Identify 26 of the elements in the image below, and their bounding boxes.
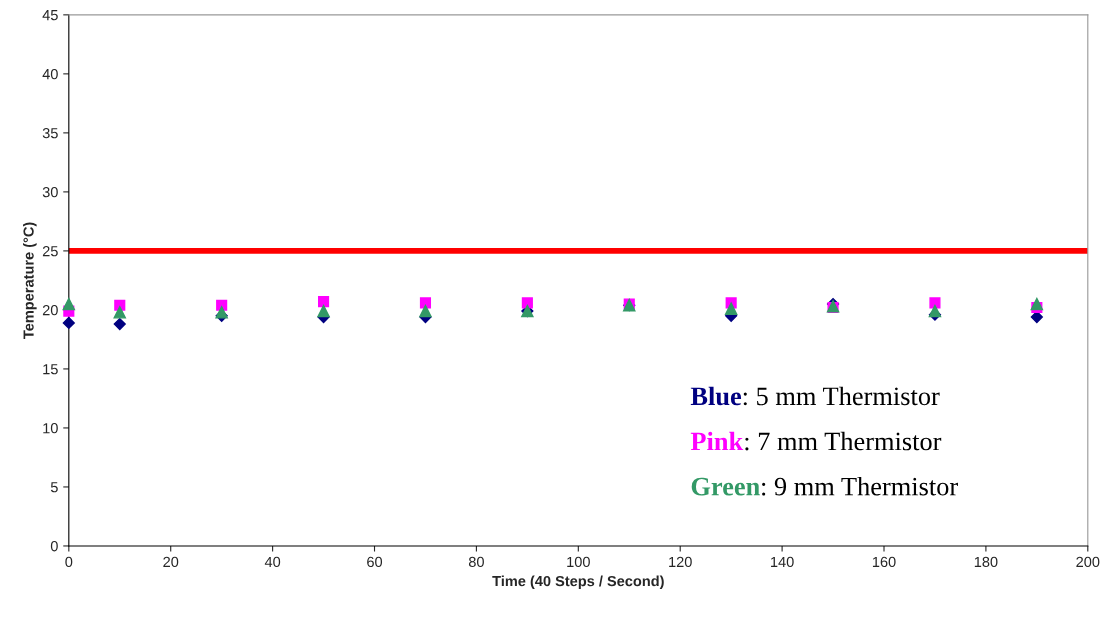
y-tick-label: 45 (42, 10, 58, 21)
x-tick-label: 120 (669, 556, 692, 568)
x-tick-label: 0 (65, 556, 73, 568)
y-tick-label: 35 (42, 127, 58, 139)
x-tick-label: 60 (367, 556, 383, 568)
y-tick-label: 30 (42, 186, 58, 198)
x-tick-label: 160 (872, 556, 896, 568)
y-tick-label: 15 (43, 364, 58, 375)
x-axis-title: Time (40 Steps / Second) (492, 575, 664, 590)
y-tick-label: 10 (43, 423, 58, 434)
x-tick-label: 80 (468, 556, 484, 568)
y-axis-title: Temperature (°C) (23, 222, 37, 339)
y-tick-label: 20 (42, 305, 58, 316)
y-tick-label: 5 (50, 482, 58, 493)
y-tick-label: 40 (42, 68, 58, 80)
x-tick-label: 20 (163, 556, 179, 568)
text: Blue: 5 mm Thermistor (690, 386, 940, 406)
y-tick-label: 0 (50, 541, 58, 552)
x-tick-label: 200 (1076, 556, 1100, 568)
x-tick-label: 40 (264, 556, 281, 568)
x-tick-label: 100 (567, 556, 590, 568)
x-tick-label: 140 (771, 556, 794, 568)
x-tick-label: 180 (974, 556, 998, 568)
y-tick-label: 25 (42, 246, 58, 257)
text: Pink: 7 mm Thermistor (690, 431, 942, 451)
text: Green: 9 mm Thermistor (691, 476, 958, 496)
